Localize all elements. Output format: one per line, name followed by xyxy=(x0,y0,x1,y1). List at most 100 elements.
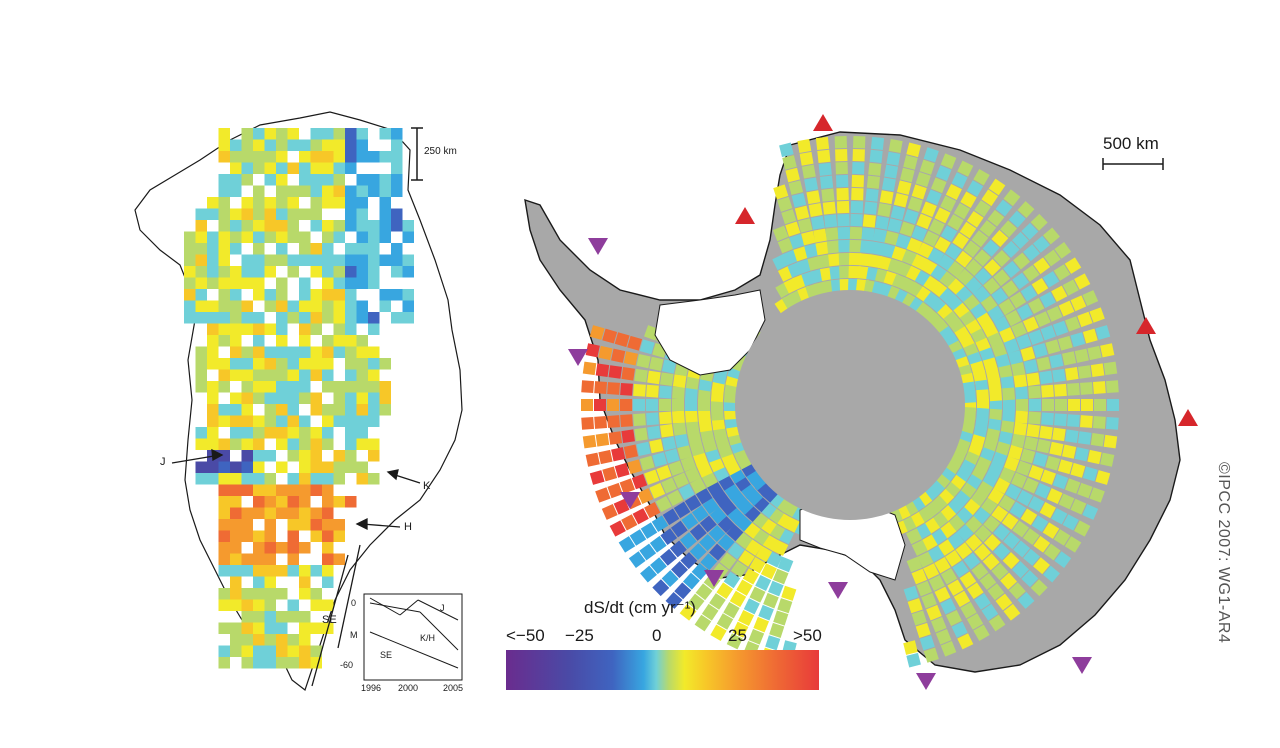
greenland-grid-cell xyxy=(287,128,299,140)
colorbar-title: dS/dt (cm yr⁻¹) xyxy=(584,598,696,617)
antarctica-grid-cell xyxy=(607,415,620,428)
antarctica-grid-cell xyxy=(794,205,810,221)
antarctica-grid-cell xyxy=(1039,425,1053,440)
greenland-grid-cell xyxy=(345,461,357,473)
antarctica-grid-cell xyxy=(835,148,848,162)
greenland-grid-cell xyxy=(230,185,242,197)
antarctica-grid-cell xyxy=(672,374,687,388)
antarctica-grid-cell xyxy=(926,189,942,206)
antarctica-grid-cell xyxy=(903,209,919,225)
greenland-grid-cell xyxy=(299,519,311,531)
greenland-grid-cell xyxy=(310,312,322,324)
greenland-grid-cell xyxy=(253,507,265,519)
antarctica-grid-cell xyxy=(817,254,832,269)
greenland-grid-cell xyxy=(310,473,322,485)
greenland-grid-cell xyxy=(391,289,403,301)
antarctica-grid-cell xyxy=(649,356,664,371)
antarctica-grid-cell xyxy=(837,213,850,227)
antarctica-grid-cell xyxy=(907,196,923,212)
greenland-grid-cell xyxy=(287,208,299,220)
antarctica-grid-cell xyxy=(1022,316,1039,333)
antarctica-grid-cell xyxy=(777,598,793,614)
antarctica-grid-cell xyxy=(983,515,1001,533)
antarctica-grid-cell xyxy=(687,593,705,611)
antarctica-grid-cell xyxy=(670,520,688,538)
antarctica-grid-cell xyxy=(763,592,779,609)
greenland-grid-cell xyxy=(333,553,345,565)
antarctica-grid-cell xyxy=(619,478,635,494)
antarctica-grid-cell xyxy=(1074,520,1091,537)
greenland-grid-cell xyxy=(218,542,230,554)
greenland-grid-cell xyxy=(230,519,242,531)
greenland-grid-cell xyxy=(299,542,311,554)
greenland-grid-cell xyxy=(299,392,311,404)
antarctica-grid-cell xyxy=(991,342,1008,359)
antarctica-grid-cell xyxy=(990,399,1002,411)
antarctica-grid-cell xyxy=(636,441,651,456)
antarctica-grid-cell xyxy=(935,165,952,182)
greenland-grid-cell xyxy=(276,323,288,335)
antarctica-grid-cell xyxy=(985,367,1000,382)
antarctica-grid-cell xyxy=(659,385,672,399)
greenland-grid-cell xyxy=(241,404,253,416)
down-triangle-marker xyxy=(568,349,588,366)
antarctica-grid-cell xyxy=(1058,493,1075,510)
greenland-grid-cell xyxy=(241,128,253,140)
greenland-grid-cell xyxy=(230,553,242,565)
greenland-grid-cell xyxy=(241,174,253,186)
antarctica-grid-cell xyxy=(709,507,727,525)
greenland-grid-cell xyxy=(253,208,265,220)
greenland-grid-cell xyxy=(356,231,368,243)
antarctica-grid-cell xyxy=(1070,295,1087,312)
antarctica-grid-cell xyxy=(777,196,793,212)
antarctica-grid-cell xyxy=(999,467,1016,483)
greenland-grid-cell xyxy=(379,300,391,312)
antarctica-grid-cell xyxy=(850,213,863,227)
antarctica-grid-cell xyxy=(865,188,879,202)
greenland-grid-cell xyxy=(322,254,334,266)
antarctica-grid-cell xyxy=(1043,227,1060,245)
greenland-grid-cell xyxy=(368,369,380,381)
greenland-grid-cell xyxy=(299,358,311,370)
antarctica-grid-cell xyxy=(974,200,991,217)
greenland-grid-cell xyxy=(299,139,311,151)
antarctica-grid-cell xyxy=(1033,535,1051,553)
antarctica-grid-cell xyxy=(732,621,749,638)
antarctica-grid-cell xyxy=(1077,482,1093,499)
antarctica-grid-cell xyxy=(661,359,677,374)
greenland-grid-cell xyxy=(264,128,276,140)
greenland-grid-cell xyxy=(299,634,311,646)
greenland-grid-cell xyxy=(299,611,311,623)
greenland-grid-cell xyxy=(310,289,322,301)
antarctica-grid-cell xyxy=(851,187,864,201)
antarctica-grid-cell xyxy=(963,240,981,258)
greenland-grid-cell xyxy=(379,185,391,197)
antarctica-grid-cell xyxy=(934,557,951,574)
antarctica-grid-cell xyxy=(1077,431,1092,445)
antarctica-grid-cell xyxy=(1020,448,1036,464)
antarctica-grid-cell xyxy=(957,633,974,650)
antarctica-grid-cell xyxy=(915,622,931,638)
greenland-grid-cell xyxy=(241,277,253,289)
antarctica-grid-cell xyxy=(779,142,794,158)
greenland-grid-cell xyxy=(322,185,334,197)
antarctica-grid-cell xyxy=(983,258,1001,276)
greenland-grid-cell xyxy=(310,438,322,450)
antarctica-grid-cell xyxy=(995,353,1011,369)
antarctica-grid-cell xyxy=(620,382,633,396)
antarctica-grid-cell xyxy=(1082,504,1099,520)
greenland-grid-cell xyxy=(253,530,265,542)
antarctica-grid-cell xyxy=(1023,244,1041,262)
antarctica-grid-cell xyxy=(582,361,597,376)
greenland-grid-cell xyxy=(310,427,322,439)
antarctica-grid-cell xyxy=(1001,280,1019,297)
antarctica-grid-cell xyxy=(1065,367,1079,381)
antarctica-grid-cell xyxy=(848,252,862,266)
greenland-grid-cell xyxy=(368,312,380,324)
greenland-grid-cell xyxy=(333,174,345,186)
antarctica-grid-cell xyxy=(1012,520,1030,538)
antarctica-grid-cell xyxy=(988,614,1006,632)
antarctica-grid-cell xyxy=(769,622,785,638)
greenland-grid-cell xyxy=(253,588,265,600)
